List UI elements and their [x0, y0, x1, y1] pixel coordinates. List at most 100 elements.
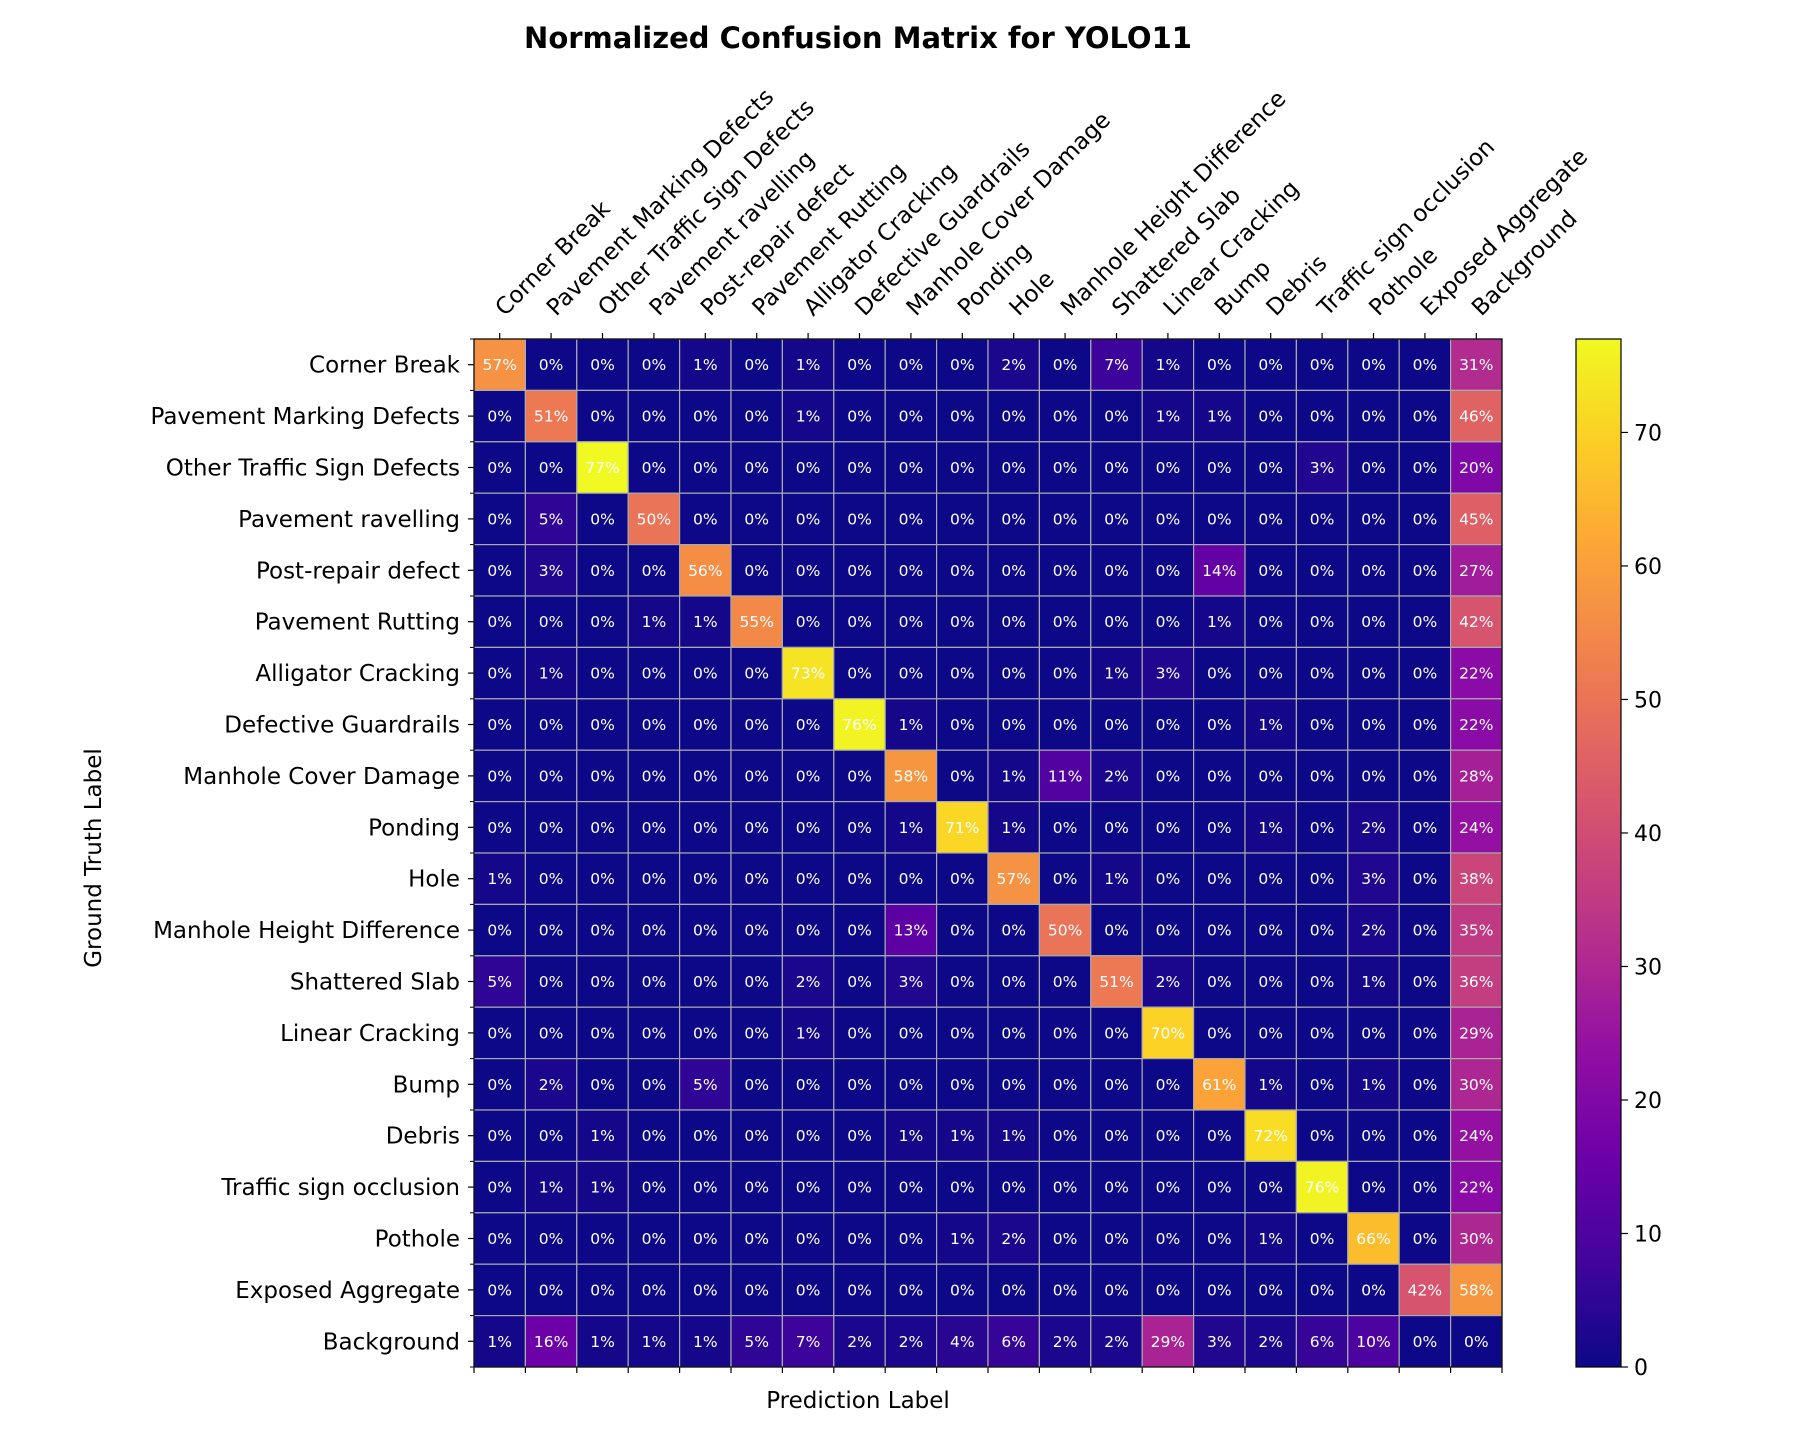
cell-value-label: 2%	[1361, 819, 1386, 837]
cell-value-label: 0%	[1104, 819, 1129, 837]
cell-value-label: 0%	[642, 922, 667, 940]
cell-value-label: 0%	[642, 1230, 667, 1248]
cell-value-label: 0%	[1413, 510, 1438, 528]
cell-value-label: 0%	[1310, 510, 1335, 528]
cell-value-label: 0%	[847, 613, 872, 631]
heatmap-cell	[1449, 698, 1503, 751]
heatmap-cell	[524, 749, 578, 803]
cell-value-label: 0%	[1361, 459, 1386, 477]
cell-value-label: 0%	[1207, 459, 1232, 477]
cell-value-label: 0%	[796, 1230, 821, 1248]
cell-value-label: 57%	[996, 870, 1030, 888]
cell-value-label: 0%	[1361, 767, 1386, 785]
cell-value-label: 0%	[539, 459, 564, 477]
heatmap-cell	[627, 646, 681, 700]
cell-value-label: 1%	[1001, 767, 1026, 785]
cell-value-label: 5%	[693, 1076, 718, 1094]
y-tick-label: Pavement Marking Defects	[150, 404, 460, 430]
cell-value-label: 0%	[847, 356, 872, 374]
cell-value-label: 0%	[744, 1230, 769, 1248]
colorbar-gradient	[1575, 338, 1622, 1368]
cell-value-label: 0%	[1310, 870, 1335, 888]
cell-value-label: 1%	[487, 870, 512, 888]
cell-value-label: 0%	[1104, 459, 1129, 477]
cell-value-label: 0%	[1207, 510, 1232, 528]
heatmap-cell	[987, 1314, 1041, 1368]
cell-value-label: 0%	[899, 870, 924, 888]
cell-value-label: 0%	[744, 665, 769, 683]
heatmap-cell	[884, 646, 938, 700]
cell-value-label: 0%	[590, 1230, 615, 1248]
cell-value-label: 0%	[1104, 613, 1129, 631]
cell-value-label: 30%	[1459, 1076, 1493, 1094]
cell-value-label: 0%	[1053, 716, 1078, 734]
cell-value-label: 0%	[1258, 973, 1283, 991]
heatmap-cell	[833, 543, 886, 597]
heatmap-cell	[1192, 646, 1246, 700]
heatmap-cell	[524, 595, 578, 649]
cell-value-label: 0%	[899, 1024, 924, 1042]
cell-value-label: 0%	[1413, 1024, 1438, 1042]
cell-value-label: 56%	[688, 562, 722, 580]
heatmap-cell	[1090, 1314, 1143, 1368]
cell-value-label: 0%	[1207, 1127, 1232, 1145]
cell-value-label: 73%	[791, 665, 825, 683]
heatmap-cell	[1347, 1212, 1400, 1265]
heatmap-cell	[935, 698, 989, 751]
cell-value-label: 0%	[1053, 1024, 1078, 1042]
cell-value-label: 0%	[1413, 1076, 1438, 1094]
cell-value-label: 0%	[1156, 819, 1181, 837]
cell-value-label: 0%	[1207, 973, 1232, 991]
heatmap-cell	[833, 492, 886, 546]
cell-value-label: 0%	[1053, 870, 1078, 888]
cell-value-label: 1%	[899, 716, 924, 734]
heatmap-cell	[1347, 646, 1400, 700]
heatmap-cell	[1347, 1057, 1400, 1111]
cell-value-label: 0%	[590, 1076, 615, 1094]
heatmap-cell	[678, 1314, 732, 1368]
heatmap-cell	[1295, 1263, 1349, 1317]
cell-value-label: 0%	[1310, 922, 1335, 940]
cell-value-label: 0%	[1258, 356, 1283, 374]
cell-value-label: 0%	[1001, 613, 1026, 631]
cell-value-label: 0%	[847, 1076, 872, 1094]
y-tick-label: Shattered Slab	[290, 970, 460, 996]
cell-value-label: 0%	[1361, 510, 1386, 528]
heatmap-cell	[576, 543, 629, 597]
heatmap-cell	[884, 1314, 938, 1368]
cell-value-label: 0%	[487, 1024, 512, 1042]
heatmap-cell	[987, 492, 1041, 546]
cell-value-label: 28%	[1459, 767, 1493, 785]
cell-value-label: 0%	[487, 922, 512, 940]
cell-value-label: 0%	[847, 1179, 872, 1197]
cell-value-label: 0%	[950, 767, 975, 785]
cell-value-label: 0%	[590, 613, 615, 631]
cell-value-label: 42%	[1459, 613, 1493, 631]
heatmap-cell	[1347, 389, 1400, 443]
cell-value-label: 0%	[1413, 459, 1438, 477]
cell-value-label: 0%	[1258, 408, 1283, 426]
cell-value-label: 3%	[1207, 1333, 1232, 1351]
cell-value-label: 0%	[642, 408, 667, 426]
cell-value-label: 0%	[590, 1281, 615, 1299]
cell-value-label: 1%	[796, 1024, 821, 1042]
cell-value-label: 29%	[1151, 1333, 1185, 1351]
cell-value-label: 10%	[1356, 1333, 1390, 1351]
heatmap-cell	[1192, 1263, 1246, 1317]
heatmap-cell	[576, 1109, 629, 1163]
cell-value-label: 0%	[847, 767, 872, 785]
cell-value-label: 0%	[744, 1076, 769, 1094]
cell-value-label: 76%	[842, 716, 876, 734]
heatmap-cell	[678, 441, 732, 494]
heatmap-cell	[1038, 852, 1092, 906]
heatmap-cell	[781, 595, 835, 649]
heatmap-cell	[473, 955, 527, 1008]
heatmap-cell	[473, 543, 527, 597]
heatmap-cell	[781, 389, 835, 443]
cell-value-label: 0%	[693, 459, 718, 477]
heatmap-cell	[1295, 492, 1349, 546]
cell-value-label: 0%	[1001, 1076, 1026, 1094]
heatmap-cell	[987, 1212, 1041, 1265]
heatmap-cell	[627, 749, 681, 803]
heatmap-cell	[987, 543, 1041, 597]
